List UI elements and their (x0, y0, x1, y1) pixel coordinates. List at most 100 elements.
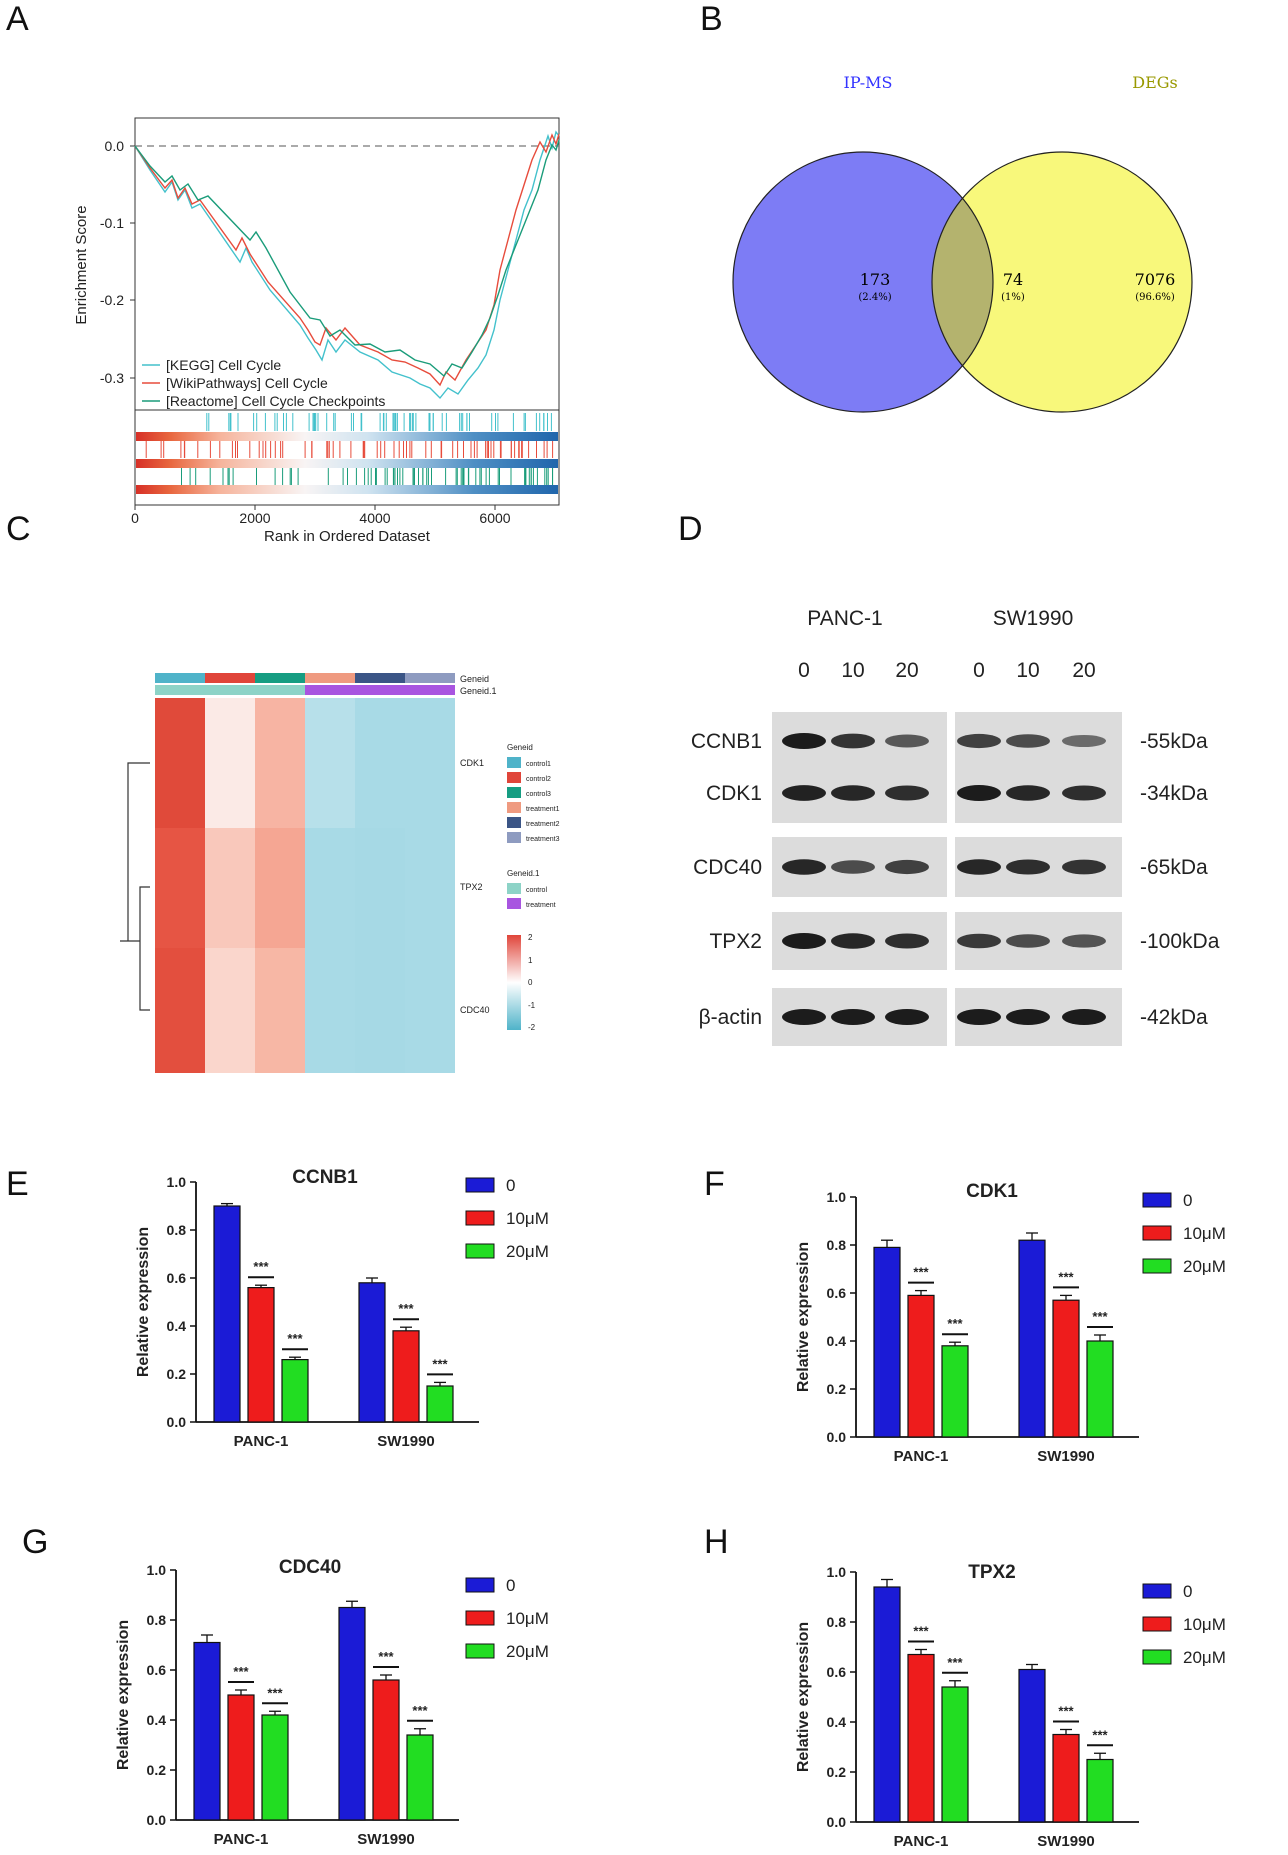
sig-label: *** (913, 1624, 929, 1639)
dose-label: 10 (841, 659, 864, 682)
heat-cell (305, 698, 355, 828)
legend-swatch (507, 787, 521, 798)
annot-label-geneid: Geneid (460, 674, 489, 684)
venn-right-percent: (96.6%) (1135, 292, 1175, 303)
gsea-rank-frame (134, 409, 560, 506)
blot-band (957, 933, 1001, 949)
y-axis-title: Relative expression (115, 1620, 132, 1770)
annot-treatment3 (405, 673, 455, 683)
y-tick-label: 0.6 (147, 1662, 167, 1678)
heat-cell (355, 828, 405, 948)
x-category-label: PANC-1 (214, 1831, 269, 1848)
heatmap-legend-geneid: control1 control2 control3 treatment1 treatm… (507, 757, 560, 843)
heat-cell (355, 948, 405, 1073)
heat-cell (255, 948, 305, 1073)
legend-label: control (526, 887, 547, 894)
legend-label: 0 (506, 1176, 515, 1195)
heatmap-dendrogram (120, 762, 150, 1011)
panel-letter-e: E (6, 1165, 29, 1203)
gsea-curve-reactome (134, 139, 560, 378)
bar (1018, 1239, 1046, 1438)
rank-strip-kegg (136, 432, 558, 441)
legend-swatch (507, 757, 521, 768)
x-category-label: PANC-1 (894, 1833, 949, 1850)
legend-swatch (465, 1243, 495, 1259)
heat-cell (355, 698, 405, 828)
dose-label: 10 (1016, 659, 1039, 682)
panel-letter-d: D (678, 510, 703, 548)
legend-label: control2 (526, 776, 551, 783)
panel-letter-b: B (700, 0, 723, 38)
y-tick-label: 0.8 (827, 1614, 847, 1630)
blot-protein-label: CDK1 (706, 782, 762, 805)
blot-size-label: -65kDa (1140, 856, 1208, 879)
gsea-xtick-label: 6000 (479, 510, 510, 526)
y-axis-title: Relative expression (135, 1227, 152, 1377)
blot-size-label: -100kDa (1140, 930, 1220, 953)
heat-cell (405, 828, 455, 948)
legend-label: treatment2 (526, 821, 560, 828)
blot-band (782, 1009, 826, 1025)
venn-diagram: IP-MS DEGs 173 (2.4%) 74 (1%) 7076 (96.6… (732, 73, 1193, 413)
y-tick-label: 1.0 (147, 1562, 167, 1578)
legend-label: 10μM (506, 1209, 549, 1228)
annot-label-geneid1: Geneid.1 (460, 686, 497, 696)
y-tick-label: 0.4 (827, 1333, 847, 1349)
legend-label: treatment1 (526, 806, 560, 813)
dose-label: 20 (895, 659, 918, 682)
legend-swatch (1142, 1583, 1172, 1599)
legend-label: 10μM (1183, 1615, 1226, 1634)
gsea-y-axis-title: Enrichment Score (73, 205, 90, 324)
bar (261, 1714, 289, 1821)
sig-label: *** (233, 1664, 249, 1679)
blot-band (831, 733, 875, 749)
dendrogram-branch (120, 762, 150, 1011)
heat-cell (405, 948, 455, 1073)
y-tick-label: 0.2 (827, 1764, 847, 1780)
annot-group-treatment (305, 685, 455, 695)
heat-cell (155, 828, 205, 948)
venn-left-count: 173 (860, 270, 891, 289)
x-category-label: SW1990 (357, 1831, 415, 1848)
legend-swatch (1142, 1649, 1172, 1665)
bar (873, 1586, 901, 1823)
legend-swatch (507, 817, 521, 828)
rank-strip-reactome (136, 485, 558, 494)
cell-line-label-panc1: PANC-1 (807, 607, 882, 630)
heat-row-label: CDK1 (460, 758, 484, 768)
blot-band (957, 733, 1001, 749)
sig-label: *** (1092, 1727, 1108, 1742)
blot-protein-label: CDC40 (693, 856, 762, 879)
x-category-label: SW1990 (1037, 1448, 1095, 1465)
chart-title: TPX2 (968, 1562, 1016, 1583)
legend-swatch (1142, 1225, 1172, 1241)
y-tick-label: 1.0 (167, 1174, 187, 1190)
x-category-label: SW1990 (1037, 1833, 1095, 1850)
blot-band (1062, 734, 1106, 748)
heat-cell (155, 948, 205, 1073)
y-tick-label: 0.6 (827, 1285, 847, 1301)
y-tick-label: 0.6 (827, 1664, 847, 1680)
sig-label: *** (267, 1685, 283, 1700)
legend-label: 10μM (506, 1609, 549, 1628)
y-tick-label: 0.6 (167, 1270, 187, 1286)
panel-letter-h: H (704, 1523, 729, 1561)
legend-swatch (507, 832, 521, 843)
blot-size-label: -42kDa (1140, 1006, 1208, 1029)
blot-band (957, 785, 1001, 801)
venn-left-circle (733, 152, 993, 412)
bar (907, 1653, 935, 1823)
blot-band (782, 859, 826, 875)
blot-size-label: -55kDa (1140, 730, 1208, 753)
y-tick-label: 0.0 (827, 1429, 847, 1445)
heat-cell (205, 698, 255, 828)
gsea-y-axis: 0.0 -0.1 -0.2 -0.3 Enrichment Score (73, 138, 135, 386)
dose-label: 20 (1072, 659, 1095, 682)
blot-rows: CCNB1 -55kDa CDK1 -34kDa CDC40 -65kDa TPX2 -100… (691, 712, 1220, 1046)
legend-label: treatment3 (526, 836, 560, 843)
annot-treatment1 (305, 673, 355, 683)
gsea-xtick-label: 2000 (239, 510, 270, 526)
sig-label: *** (1058, 1269, 1074, 1284)
bar-chart-e: 0.0 0.2 0.4 0.6 0.8 1.0 Relative expression CCN… (135, 1167, 549, 1450)
blot-band (782, 933, 826, 949)
